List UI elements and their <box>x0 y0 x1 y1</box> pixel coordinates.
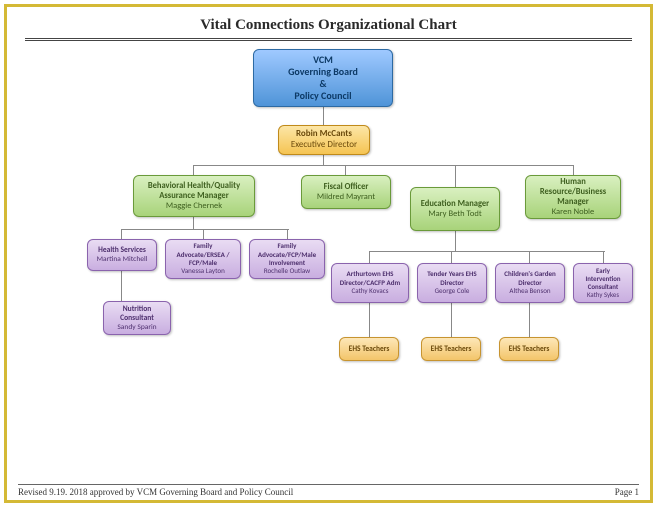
connector <box>369 251 605 252</box>
connector <box>323 155 324 165</box>
node-title: Children's Garden Director <box>502 270 558 287</box>
org-node-fa2: Family Advocate/FCP/Male InvolvementRoch… <box>249 239 325 279</box>
connector <box>451 251 452 263</box>
node-title: Arthurtown EHS Director/CACFP Adm <box>338 270 402 287</box>
org-node-cg: Children's Garden DirectorAlthea Benson <box>495 263 565 303</box>
connector <box>121 229 122 239</box>
node-title: Family Advocate/ERSEA / FCP/Male <box>172 242 234 267</box>
node-subtitle: Mildred Mayrant <box>308 192 384 202</box>
node-title: Human Resource/Business Manager <box>532 177 614 208</box>
node-title: EHS Teachers <box>506 345 552 354</box>
connector <box>369 251 370 263</box>
node-subtitle: Sandy Sparin <box>110 323 164 332</box>
org-node-hr: Human Resource/Business ManagerKaren Nob… <box>525 175 621 219</box>
node-title: Early Intervention Consultant <box>580 267 626 291</box>
connector <box>455 231 456 251</box>
node-title: Family Advocate/FCP/Male Involvement <box>256 242 318 267</box>
org-node-t2: EHS Teachers <box>421 337 481 361</box>
node-title: Nutrition Consultant <box>110 305 164 323</box>
connector <box>193 165 573 166</box>
org-node-bh: Behavioral Health/Quality Assurance Mana… <box>133 175 255 217</box>
node-title: EHS Teachers <box>428 345 474 354</box>
org-node-fa1: Family Advocate/ERSEA / FCP/MaleVanessa … <box>165 239 241 279</box>
node-subtitle: Martina Mitchell <box>94 255 150 264</box>
title-rule <box>25 38 632 41</box>
org-node-root: VCM Governing Board & Policy Council <box>253 49 393 107</box>
node-title: EHS Teachers <box>346 345 392 354</box>
node-title: Fiscal Officer <box>308 182 384 192</box>
connector <box>193 217 194 229</box>
node-subtitle: George Cole <box>424 287 480 295</box>
connector <box>193 165 194 175</box>
connector <box>455 165 456 187</box>
connector <box>287 229 288 239</box>
node-subtitle: Kathy Sykes <box>580 291 626 299</box>
node-title: Tender Years EHS Director <box>424 270 480 287</box>
connector <box>121 271 122 301</box>
connector <box>529 303 530 337</box>
connector <box>573 165 574 175</box>
org-node-hs: Health ServicesMartina Mitchell <box>87 239 157 271</box>
org-node-art: Arthurtown EHS Director/CACFP AdmCathy K… <box>331 263 409 303</box>
org-node-edu: Education ManagerMary Beth Todt <box>410 187 500 231</box>
org-node-t3: EHS Teachers <box>499 337 559 361</box>
connector <box>369 303 370 337</box>
footer-left: Revised 9.19. 2018 approved by VCM Gover… <box>18 487 293 497</box>
org-node-t1: EHS Teachers <box>339 337 399 361</box>
connector <box>603 251 604 263</box>
footer: Revised 9.19. 2018 approved by VCM Gover… <box>18 484 639 497</box>
connector <box>203 229 204 239</box>
node-title: VCM Governing Board & Policy Council <box>260 54 386 102</box>
org-node-ei: Early Intervention ConsultantKathy Sykes <box>573 263 633 303</box>
connector <box>121 229 289 230</box>
org-node-ty: Tender Years EHS DirectorGeorge Cole <box>417 263 487 303</box>
connector <box>451 303 452 337</box>
org-node-nutr: Nutrition ConsultantSandy Sparin <box>103 301 171 335</box>
org-chart: VCM Governing Board & Policy Council Robi… <box>25 47 632 447</box>
node-title: Behavioral Health/Quality Assurance Mana… <box>140 181 248 201</box>
node-subtitle: Executive Director <box>285 140 363 151</box>
connector <box>529 251 530 263</box>
connector <box>323 107 324 125</box>
node-subtitle: Vanessa Layton <box>172 267 234 275</box>
node-subtitle: Maggie Chernek <box>140 201 248 211</box>
org-node-fiscal: Fiscal OfficerMildred Mayrant <box>301 175 391 209</box>
page: Vital Connections Organizational Chart V… <box>7 7 650 500</box>
node-subtitle: Mary Beth Todt <box>417 209 493 219</box>
page-title: Vital Connections Organizational Chart <box>25 17 632 34</box>
node-title: Education Manager <box>417 199 493 209</box>
node-subtitle: Karen Noble <box>532 207 614 217</box>
footer-right: Page 1 <box>615 487 639 497</box>
connector <box>345 165 346 175</box>
org-node-exec: Robin McCantsExecutive Director <box>278 125 370 155</box>
node-subtitle: Cathy Kovacs <box>338 287 402 295</box>
node-subtitle: Althea Benson <box>502 287 558 295</box>
node-subtitle: Rochelle Outlaw <box>256 267 318 275</box>
node-title: Health Services <box>94 246 150 255</box>
